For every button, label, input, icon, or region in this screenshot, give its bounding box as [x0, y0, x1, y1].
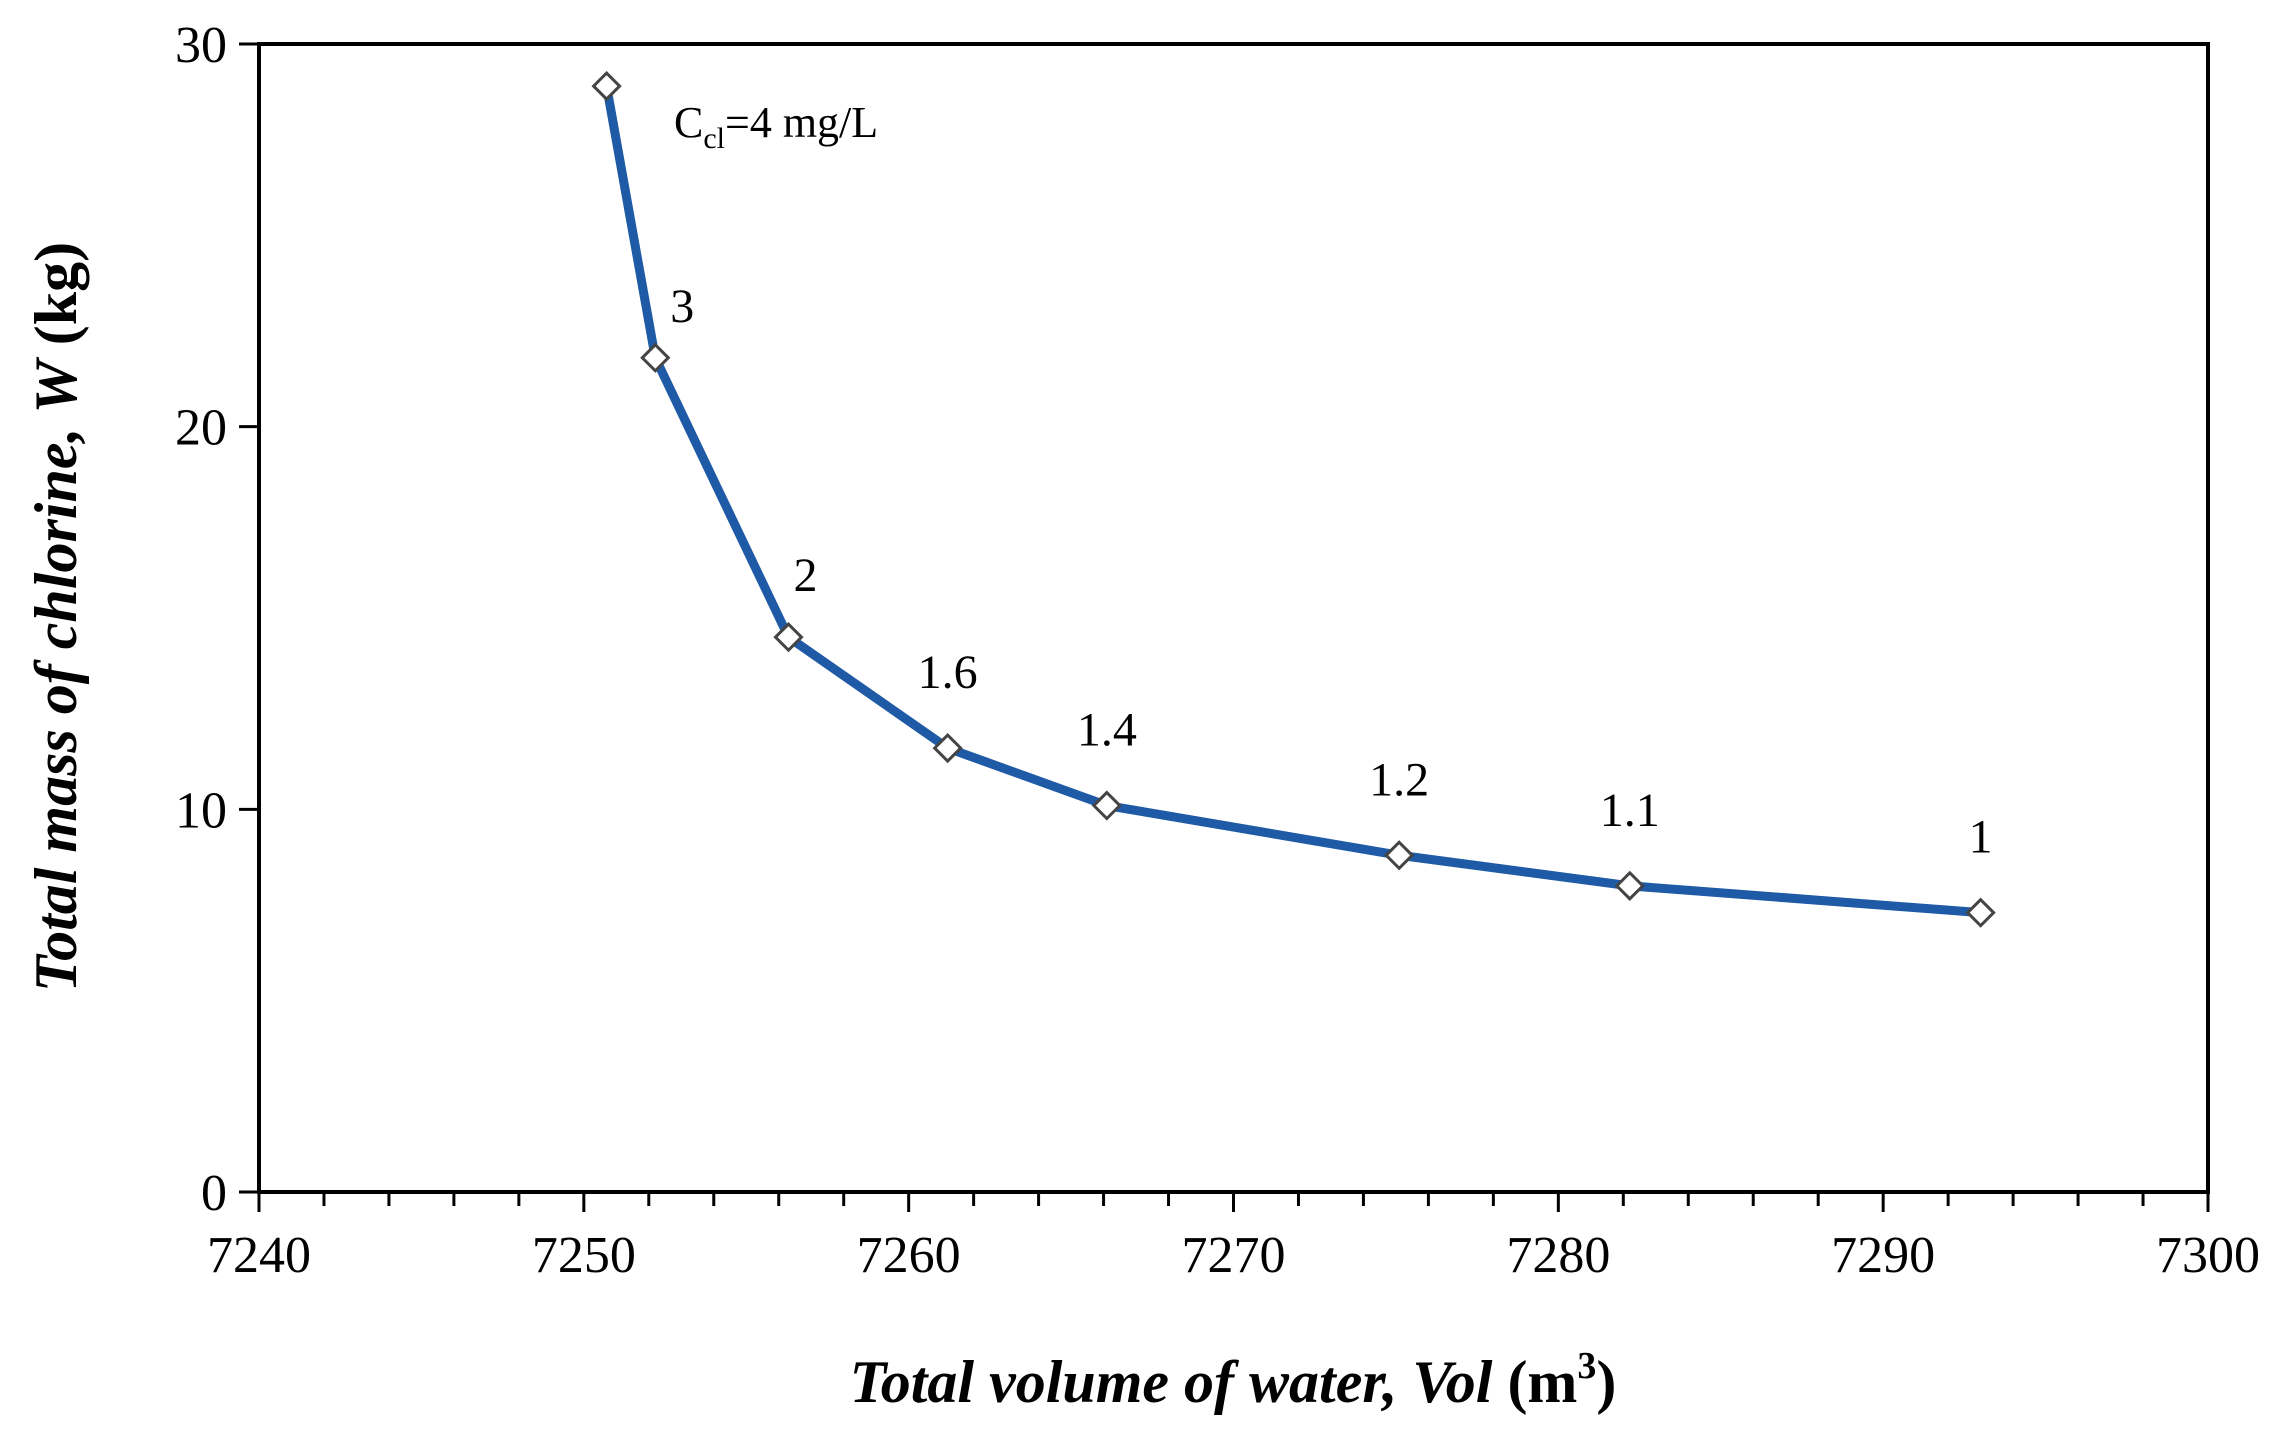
x-axis-ticks: 7240 7250 7260 7270 7280 7290 7300 — [207, 1192, 2260, 1284]
y-tick-label: 0 — [201, 1165, 227, 1222]
x-tick-label: 7240 — [207, 1227, 311, 1284]
x-tick-label: 7270 — [1182, 1227, 1286, 1284]
point-label: 1.4 — [1077, 704, 1137, 757]
y-axis-title: Total mass of chlorine, W (kg) — [23, 242, 89, 992]
point-label: 1.6 — [918, 646, 978, 699]
x-tick-label: 7300 — [2156, 1227, 2260, 1284]
y-axis-ticks: 0 10 20 30 — [175, 17, 259, 1222]
chart: 7240 7250 7260 7270 7280 7290 7300 0 10 20 30 3 2 1… — [0, 0, 2295, 1448]
x-tick-label: 7260 — [857, 1227, 961, 1284]
point-label: 3 — [670, 280, 694, 333]
point-label: 1.1 — [1600, 784, 1660, 837]
x-axis-title: Total volume of water, Vol (m3) — [850, 1345, 1617, 1415]
point-label: 1 — [1969, 811, 1993, 864]
y-tick-label: 20 — [175, 400, 227, 457]
point-label: 2 — [793, 549, 817, 602]
y-tick-label: 30 — [175, 17, 227, 74]
y-tick-label: 10 — [175, 782, 227, 839]
x-tick-label: 7250 — [532, 1227, 636, 1284]
x-tick-label: 7290 — [1831, 1227, 1935, 1284]
plot-area — [259, 44, 2208, 1192]
point-label: 1.2 — [1369, 753, 1429, 806]
x-tick-label: 7280 — [1506, 1227, 1610, 1284]
